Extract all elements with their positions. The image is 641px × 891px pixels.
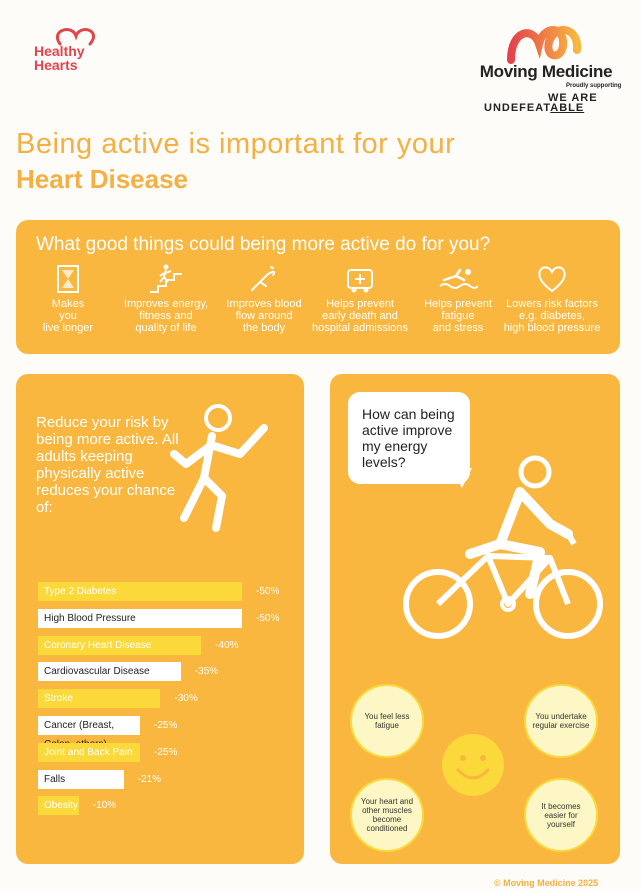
chart-bar-value-label: -25%: [154, 720, 178, 731]
chart-bar: Coronary Heart Disease: [38, 635, 202, 655]
proudly-supporting-text: Proudly supporting: [566, 83, 622, 89]
chart-bar: Obesity: [38, 796, 79, 816]
chart-bar-value-label: -30%: [174, 693, 198, 705]
chart-bar-value-label: -50%: [256, 612, 280, 624]
chart-bar: Cardiovascular Disease: [38, 662, 181, 682]
energy-circle-easier: It becomes easier for yourself: [524, 778, 598, 852]
bubble-tail-icon: [450, 468, 472, 488]
page-title: Being active is important for your: [16, 128, 456, 160]
energy-circle-conditioned: Your heart and other muscles become cond…: [350, 778, 424, 852]
chart-bar: Falls: [38, 769, 124, 789]
benefit-item: Improves energy, fitness and quality of …: [114, 264, 218, 334]
benefit-item: Helps prevent early death and hospital a…: [308, 264, 412, 334]
benefit-item: Lowers risk factors e.g. diabetes, high …: [500, 264, 604, 334]
smiley-icon: [442, 734, 504, 796]
chart-bar-value-label: -50%: [256, 586, 280, 597]
risk-intro-text: Reduce your risk by being more active. A…: [36, 414, 179, 516]
climbing-stairs-icon: [150, 264, 182, 293]
hourglass-icon: [57, 265, 79, 293]
speech-bubble: How can being active improve my energy l…: [348, 392, 470, 484]
benefit-item: Makes you live longer: [16, 264, 120, 334]
ambulance-icon: [347, 269, 373, 293]
chart-bar: Joint and Back Pain: [38, 742, 140, 762]
chart-bar-value-label: -21%: [137, 773, 162, 785]
benefits-panel: What good things could being more active…: [16, 220, 620, 354]
heart-icon: [538, 266, 566, 293]
swimmer-icon: [439, 268, 478, 289]
cyclist-icon: [403, 455, 603, 639]
chart-bar-value-label: -10%: [92, 800, 117, 812]
chart-bar: High Blood Pressure: [38, 608, 242, 628]
moving-medicine-logo-icon: [507, 26, 582, 64]
healthy-hearts-logo-icon: [56, 28, 95, 46]
energy-question: How can being active improve my energy l…: [362, 406, 455, 470]
running-person-icon: [170, 404, 268, 532]
energy-panel: How can being active improve my energy l…: [330, 374, 620, 864]
chart-bar: Type 2 Diabetes: [38, 582, 242, 601]
chart-bar-value-label: -25%: [154, 746, 178, 758]
energy-circle-exercise: You undertake regular exercise: [524, 684, 598, 758]
blood-flow-hand-icon: [251, 266, 276, 291]
healthy-hearts-logo-text: Healthy Hearts: [34, 43, 85, 73]
benefits-heading: What good things could being more active…: [36, 234, 491, 255]
page-subtitle: Heart Disease: [16, 164, 188, 194]
chart-bar-value-label: -35%: [194, 666, 219, 678]
energy-circle-fatigue: You feel less fatigue: [350, 684, 424, 758]
benefit-item: Helps prevent fatigue and stress: [406, 264, 510, 334]
benefit-item: Improves blood flow around the body: [212, 264, 316, 334]
risk-reduction-panel: Reduce your risk by being more active. A…: [16, 374, 304, 864]
undefeatable-text: UNDEFEATABLE: [484, 102, 585, 114]
chart-bar: Cancer (Breast, Colon, others): [38, 716, 140, 750]
footer-copyright: © Moving Medicine 2025: [494, 878, 599, 888]
chart-bar: Stroke: [38, 689, 161, 709]
we-are-text: WE ARE: [548, 92, 598, 104]
chart-bar-value-label: -40%: [215, 639, 239, 651]
moving-medicine-title: Moving Medicine: [479, 62, 613, 81]
